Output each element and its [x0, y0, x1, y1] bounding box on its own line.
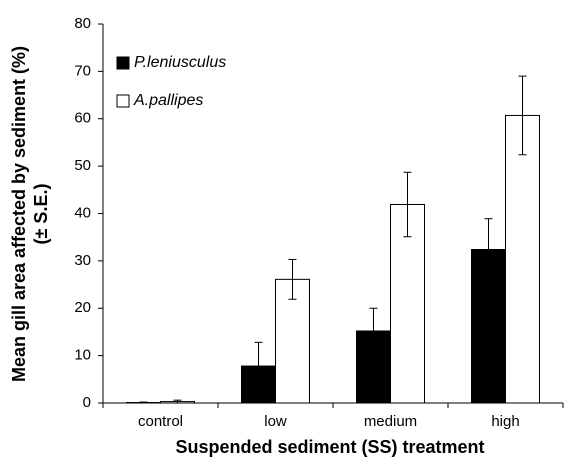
y-tick-label: 0: [83, 394, 91, 411]
x-tick-label: low: [264, 413, 287, 430]
x-tick-label: control: [138, 413, 183, 430]
legend-swatch: [116, 56, 130, 70]
y-axis-title: Mean gill area affected by sediment (%): [9, 46, 29, 382]
legend-text: P.leniusculus: [134, 54, 226, 71]
y-tick-label: 10: [74, 347, 91, 364]
y-tick-label: 30: [74, 252, 91, 269]
y-axis-title: (± S.E.): [31, 184, 51, 245]
x-axis-title: Suspended sediment (SS) treatment: [175, 437, 484, 457]
error-bar: [484, 218, 493, 281]
error-bar: [173, 399, 182, 404]
y-tick-label: 50: [74, 157, 91, 174]
legend-swatch: [116, 94, 130, 108]
error-bar: [254, 341, 263, 391]
y-tick-label: 40: [74, 204, 91, 221]
legend-text: A.pallipes: [133, 92, 203, 109]
y-tick-label: 70: [74, 62, 91, 79]
error-bar: [518, 75, 527, 156]
error-bar: [403, 171, 412, 238]
bar: [505, 114, 540, 404]
error-bar: [369, 307, 378, 355]
error-bar: [139, 401, 148, 404]
error-bar: [288, 258, 297, 300]
x-tick-label: medium: [364, 413, 417, 430]
y-tick-label: 20: [74, 299, 91, 316]
bar: [390, 203, 425, 404]
y-tick-label: 60: [74, 110, 91, 127]
y-tick-label: 80: [74, 15, 91, 32]
x-tick-label: high: [491, 413, 519, 430]
